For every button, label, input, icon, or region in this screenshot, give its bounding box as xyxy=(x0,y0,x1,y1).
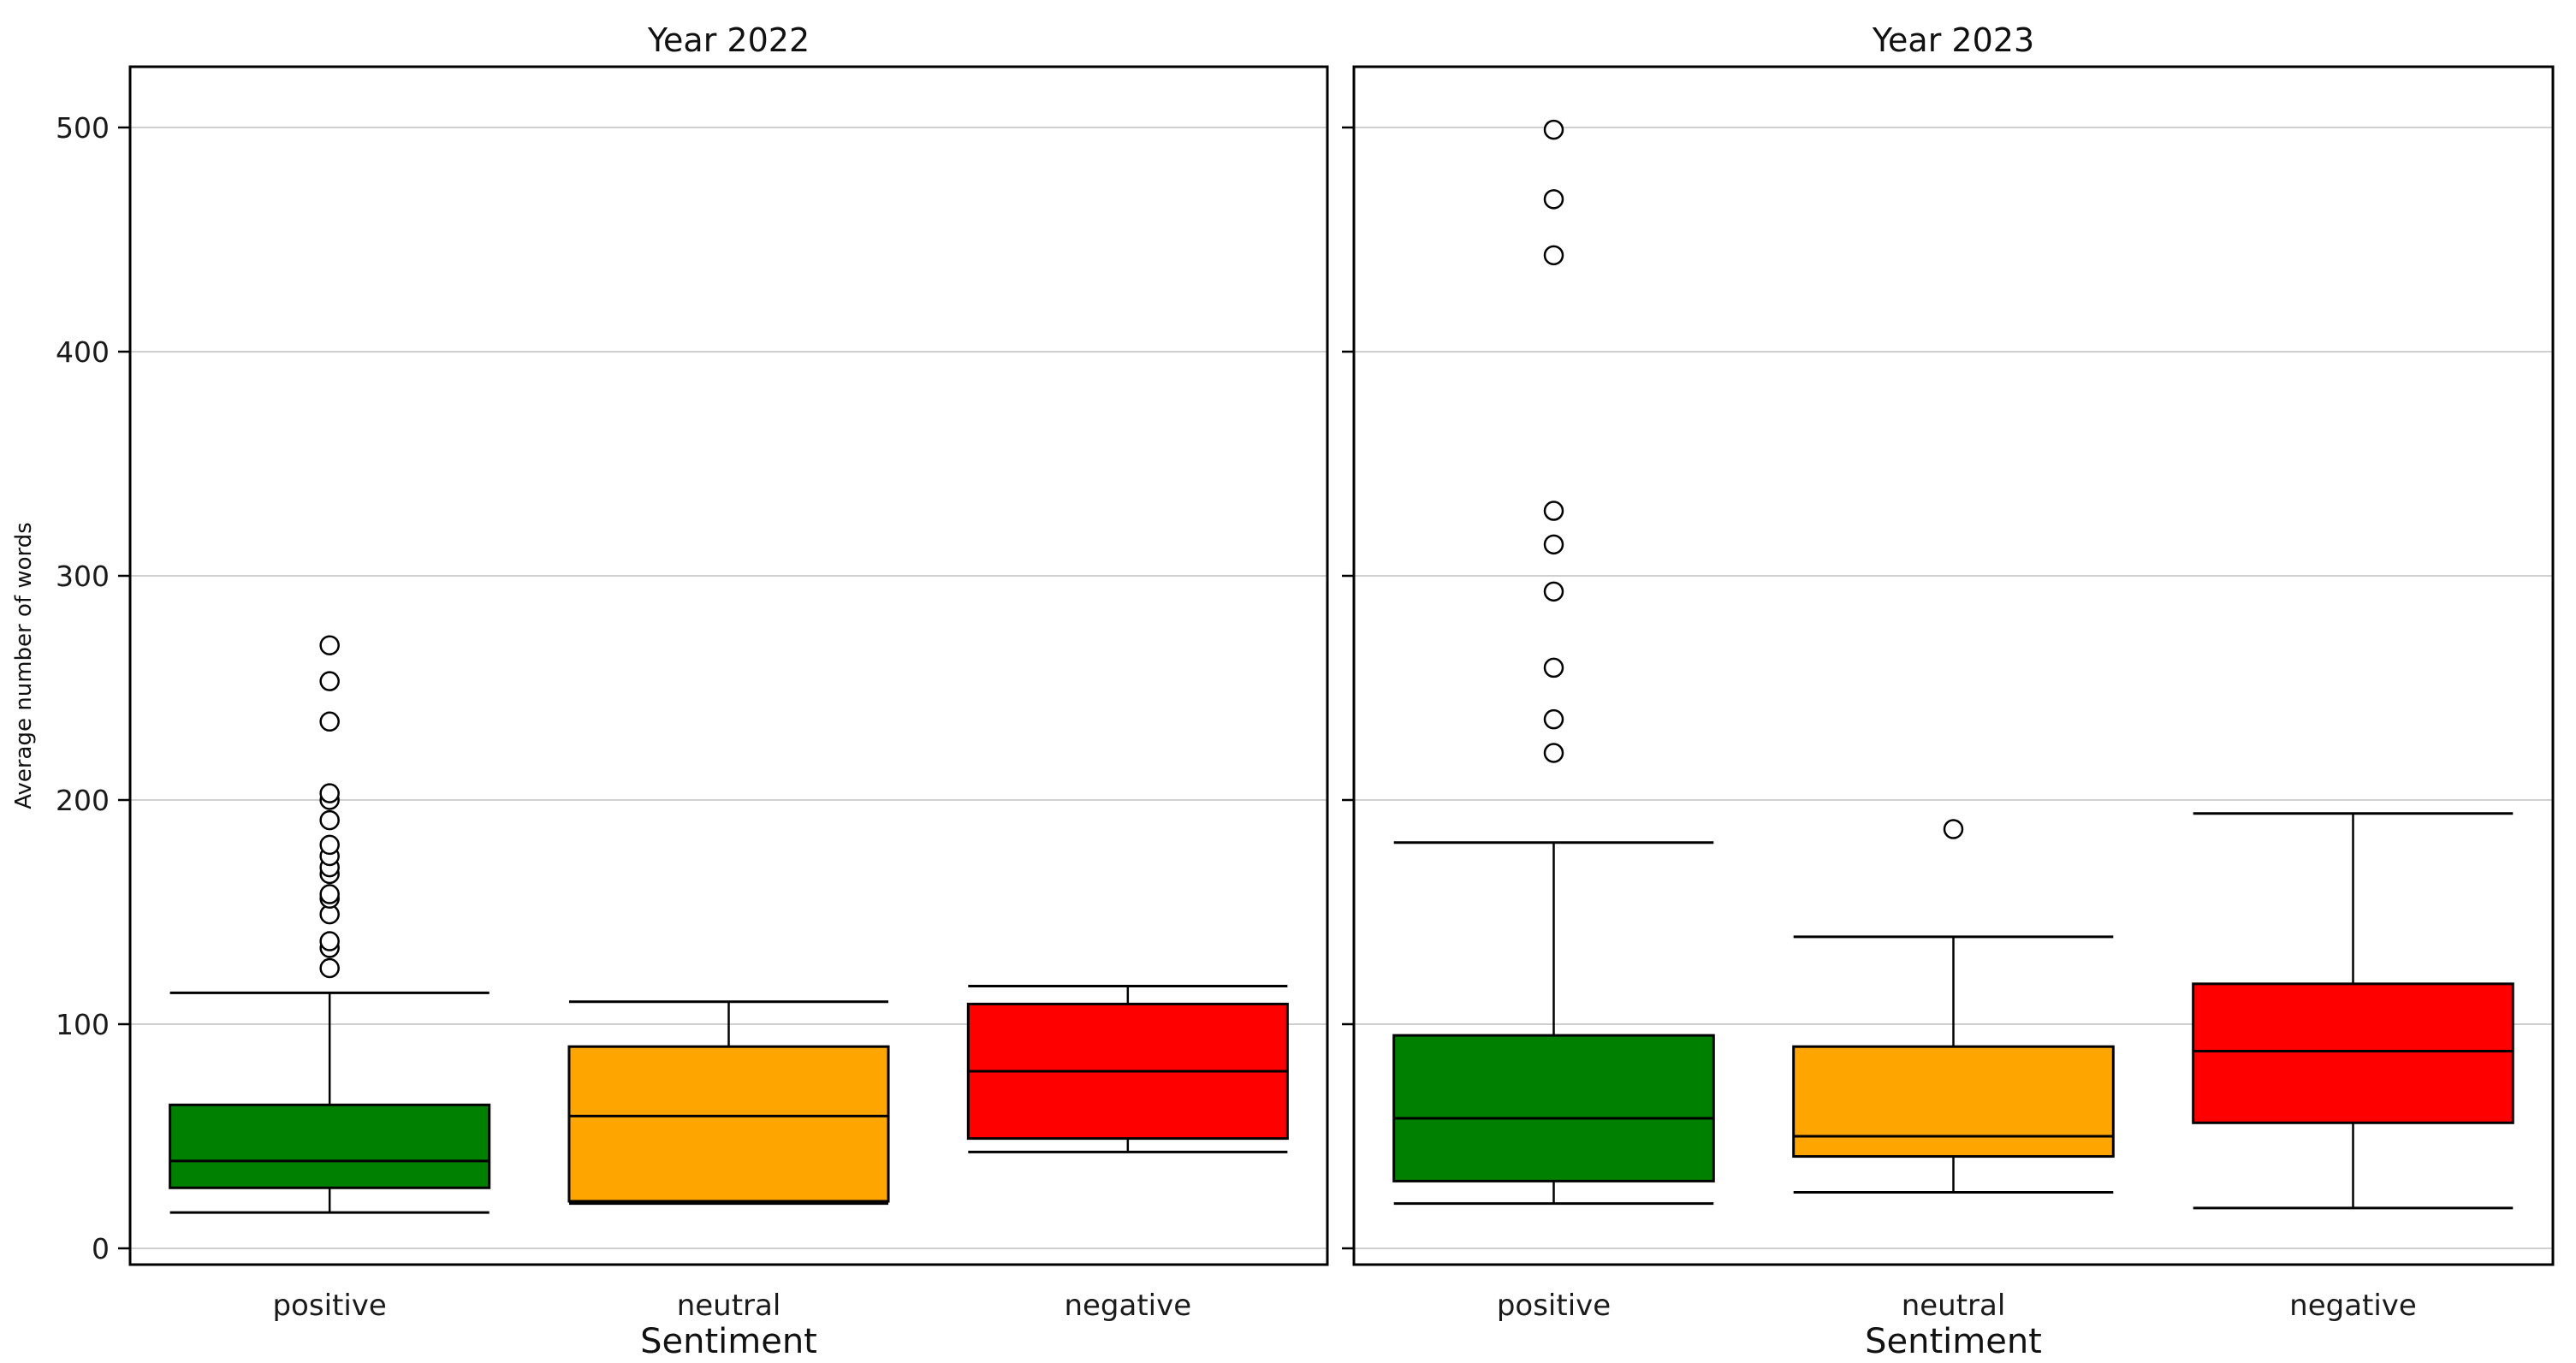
outlier-point-positive xyxy=(319,957,340,979)
y-tick-label-200: 200 xyxy=(56,784,110,817)
outlier-point-positive xyxy=(1543,189,1564,210)
outlier-point-positive xyxy=(1543,743,1564,763)
outlier-point-positive xyxy=(319,671,340,691)
outlier-point-positive xyxy=(319,884,340,904)
x-tick-label-neutral: neutral xyxy=(1902,1289,2006,1323)
x-tick-label-negative: negative xyxy=(2289,1289,2417,1323)
x-tick-label-positive: positive xyxy=(272,1289,386,1323)
axes-border-panel-1 xyxy=(1352,65,2555,1266)
box-neutral xyxy=(567,1045,890,1203)
panel-title-2023: Year 2023 xyxy=(1872,21,2035,59)
box-positive xyxy=(1392,1034,1715,1182)
x-axis-label-2023: Sentiment xyxy=(1865,1322,2042,1361)
outlier-point-positive xyxy=(319,931,340,951)
x-tick-label-neutral: neutral xyxy=(677,1289,781,1323)
box-negative xyxy=(2192,982,2514,1124)
x-tick-label-negative: negative xyxy=(1064,1289,1191,1323)
outlier-point-positive xyxy=(1543,119,1564,140)
y-tick-label-500: 500 xyxy=(56,111,110,145)
y-tick-label-400: 400 xyxy=(56,335,110,369)
x-axis-label-2022: Sentiment xyxy=(640,1322,817,1361)
outlier-point-positive xyxy=(1543,708,1564,730)
outlier-point-positive xyxy=(319,635,340,655)
axes-border-panel-0 xyxy=(128,65,1329,1266)
outlier-point-positive xyxy=(1543,245,1564,266)
outlier-point-neutral xyxy=(1943,819,1964,839)
outlier-point-positive xyxy=(319,809,340,831)
panel-title-2022: Year 2022 xyxy=(647,21,810,59)
y-tick-label-300: 300 xyxy=(56,560,110,593)
outlier-point-positive xyxy=(1543,657,1564,679)
box-neutral xyxy=(1792,1045,2115,1159)
x-tick-label-positive: positive xyxy=(1497,1289,1611,1323)
outlier-point-positive xyxy=(319,834,340,856)
y-tick-label-0: 0 xyxy=(92,1232,110,1265)
outlier-point-positive xyxy=(1543,501,1564,521)
box-positive xyxy=(169,1103,491,1189)
outlier-point-positive xyxy=(1543,534,1564,555)
outlier-point-positive xyxy=(319,711,340,732)
y-tick-label-100: 100 xyxy=(56,1008,110,1041)
outlier-point-positive xyxy=(1543,581,1564,602)
outlier-point-positive xyxy=(319,783,340,803)
